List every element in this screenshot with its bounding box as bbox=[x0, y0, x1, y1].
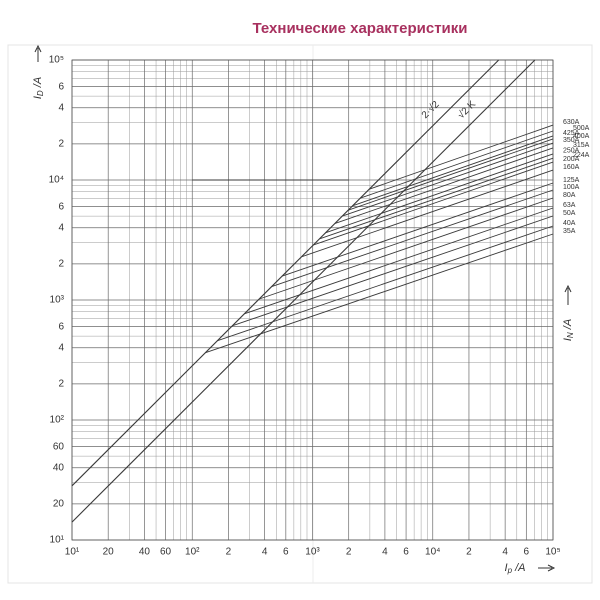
fuse-curve bbox=[232, 215, 554, 327]
x-label-subscript: p bbox=[507, 566, 513, 575]
fuse-rating-label: 425A bbox=[563, 130, 580, 137]
y-tick-label: 10⁵ bbox=[49, 55, 64, 66]
y-tick-label: 6 bbox=[58, 81, 64, 92]
fuse-rating-label: 315A bbox=[573, 142, 590, 149]
y-label-subscript: D bbox=[36, 90, 45, 96]
x-tick-label: 4 bbox=[382, 547, 388, 558]
fuse-rating-label: 350A bbox=[563, 137, 580, 144]
fuse-rating-label: 250A bbox=[563, 148, 580, 155]
fuse-curve bbox=[301, 169, 554, 258]
limit-line-label: 2·√2 bbox=[419, 98, 442, 121]
x-tick-label: 10⁵ bbox=[545, 547, 560, 558]
y2-axis-label: IN /A bbox=[562, 319, 575, 341]
fuse-rating-label: 500A bbox=[573, 125, 590, 132]
x-label-unit: /A bbox=[512, 562, 525, 574]
fuse-rating-label: 50A bbox=[563, 210, 576, 217]
x-tick-label: 10⁴ bbox=[425, 547, 440, 558]
fuse-curve bbox=[244, 207, 554, 315]
y2-label-subscript: N bbox=[566, 332, 575, 338]
fuse-curve bbox=[369, 124, 554, 190]
x-tick-label: 6 bbox=[403, 547, 409, 558]
x-tick-label: 6 bbox=[524, 547, 530, 558]
fuse-rating-label: 224A bbox=[573, 152, 590, 159]
plot bbox=[71, 59, 554, 523]
fuse-curve bbox=[348, 138, 554, 211]
fuse-rating-label: 80A bbox=[563, 192, 576, 199]
x-tick-label: 2 bbox=[226, 547, 232, 558]
fuse-rating-label: 63A bbox=[563, 202, 576, 209]
fuse-rating-label: 400A bbox=[573, 133, 590, 140]
fuse-curve bbox=[216, 225, 554, 342]
y-tick-label: 10³ bbox=[50, 295, 65, 306]
plot-border bbox=[71, 59, 554, 541]
x-tick-label: 2 bbox=[346, 547, 352, 558]
x-tick-label: 60 bbox=[160, 547, 172, 558]
y-tick-label: 4 bbox=[58, 102, 64, 113]
y-tick-label: 10⁴ bbox=[49, 175, 64, 186]
y2-label-unit: /A bbox=[562, 319, 574, 332]
fuse-curve bbox=[271, 189, 554, 288]
y-tick-label: 10¹ bbox=[50, 535, 65, 546]
y-tick-label: 2 bbox=[58, 259, 64, 270]
fuse-rating-label: 160A bbox=[563, 164, 580, 171]
fuse-curve bbox=[204, 233, 554, 354]
x-axis-label: Ip /A bbox=[505, 562, 526, 575]
x-tick-label: 4 bbox=[502, 547, 508, 558]
y2-arrow bbox=[564, 284, 572, 305]
y-tick-label: 60 bbox=[53, 441, 65, 452]
y-tick-label: 6 bbox=[58, 321, 64, 332]
x-arrow bbox=[538, 564, 556, 572]
fuse-curve bbox=[281, 182, 554, 277]
fuse-curve bbox=[352, 135, 554, 207]
y-tick-label: 4 bbox=[58, 342, 64, 353]
x-tick-label: 2 bbox=[466, 547, 472, 558]
fuse-rating-label: 125A bbox=[563, 177, 580, 184]
y2-label-symbol: I bbox=[562, 338, 574, 341]
y-tick-label: 2 bbox=[58, 379, 64, 390]
fuse-curve bbox=[342, 142, 554, 217]
y-tick-label: 40 bbox=[53, 462, 65, 473]
x-tick-label: 40 bbox=[139, 547, 151, 558]
x-tick-label: 10³ bbox=[305, 547, 320, 558]
y-label-unit: /A bbox=[32, 77, 44, 90]
y-tick-label: 2 bbox=[58, 139, 64, 150]
y-arrow bbox=[34, 44, 42, 62]
fuse-curve bbox=[325, 153, 554, 234]
fuse-curve bbox=[359, 130, 554, 199]
x-tick-label: 10¹ bbox=[65, 547, 80, 558]
y-tick-label: 4 bbox=[58, 222, 64, 233]
x-tick-label: 20 bbox=[103, 547, 115, 558]
x-label-symbol: I bbox=[505, 562, 508, 574]
limit-line-label: √2 K bbox=[455, 98, 478, 121]
fuse-rating-label: 200A bbox=[563, 156, 580, 163]
chart-title: Технические характеристики bbox=[252, 20, 467, 37]
y-tick-label: 20 bbox=[53, 499, 65, 510]
fuse-curve bbox=[313, 161, 554, 246]
y-label-symbol: I bbox=[32, 96, 44, 99]
limit-line bbox=[71, 59, 536, 523]
y-tick-label: 10² bbox=[50, 415, 65, 426]
y-axis-label: ID /A bbox=[32, 77, 45, 99]
grid bbox=[71, 59, 554, 541]
page-frame bbox=[7, 44, 593, 584]
y-tick-label: 6 bbox=[58, 201, 64, 212]
fuse-rating-label: 630A bbox=[563, 119, 580, 126]
x-tick-label: 4 bbox=[262, 547, 268, 558]
limit-line bbox=[71, 59, 500, 487]
fuse-curve bbox=[259, 197, 554, 300]
fuse-curve bbox=[319, 157, 554, 240]
fuse-rating-label: 35A bbox=[563, 228, 576, 235]
fuse-rating-label: 100A bbox=[563, 184, 580, 191]
fuse-rating-label: 40A bbox=[563, 220, 576, 227]
x-tick-label: 6 bbox=[283, 547, 289, 558]
x-tick-label: 10² bbox=[185, 547, 200, 558]
fuse-curve bbox=[334, 147, 554, 225]
